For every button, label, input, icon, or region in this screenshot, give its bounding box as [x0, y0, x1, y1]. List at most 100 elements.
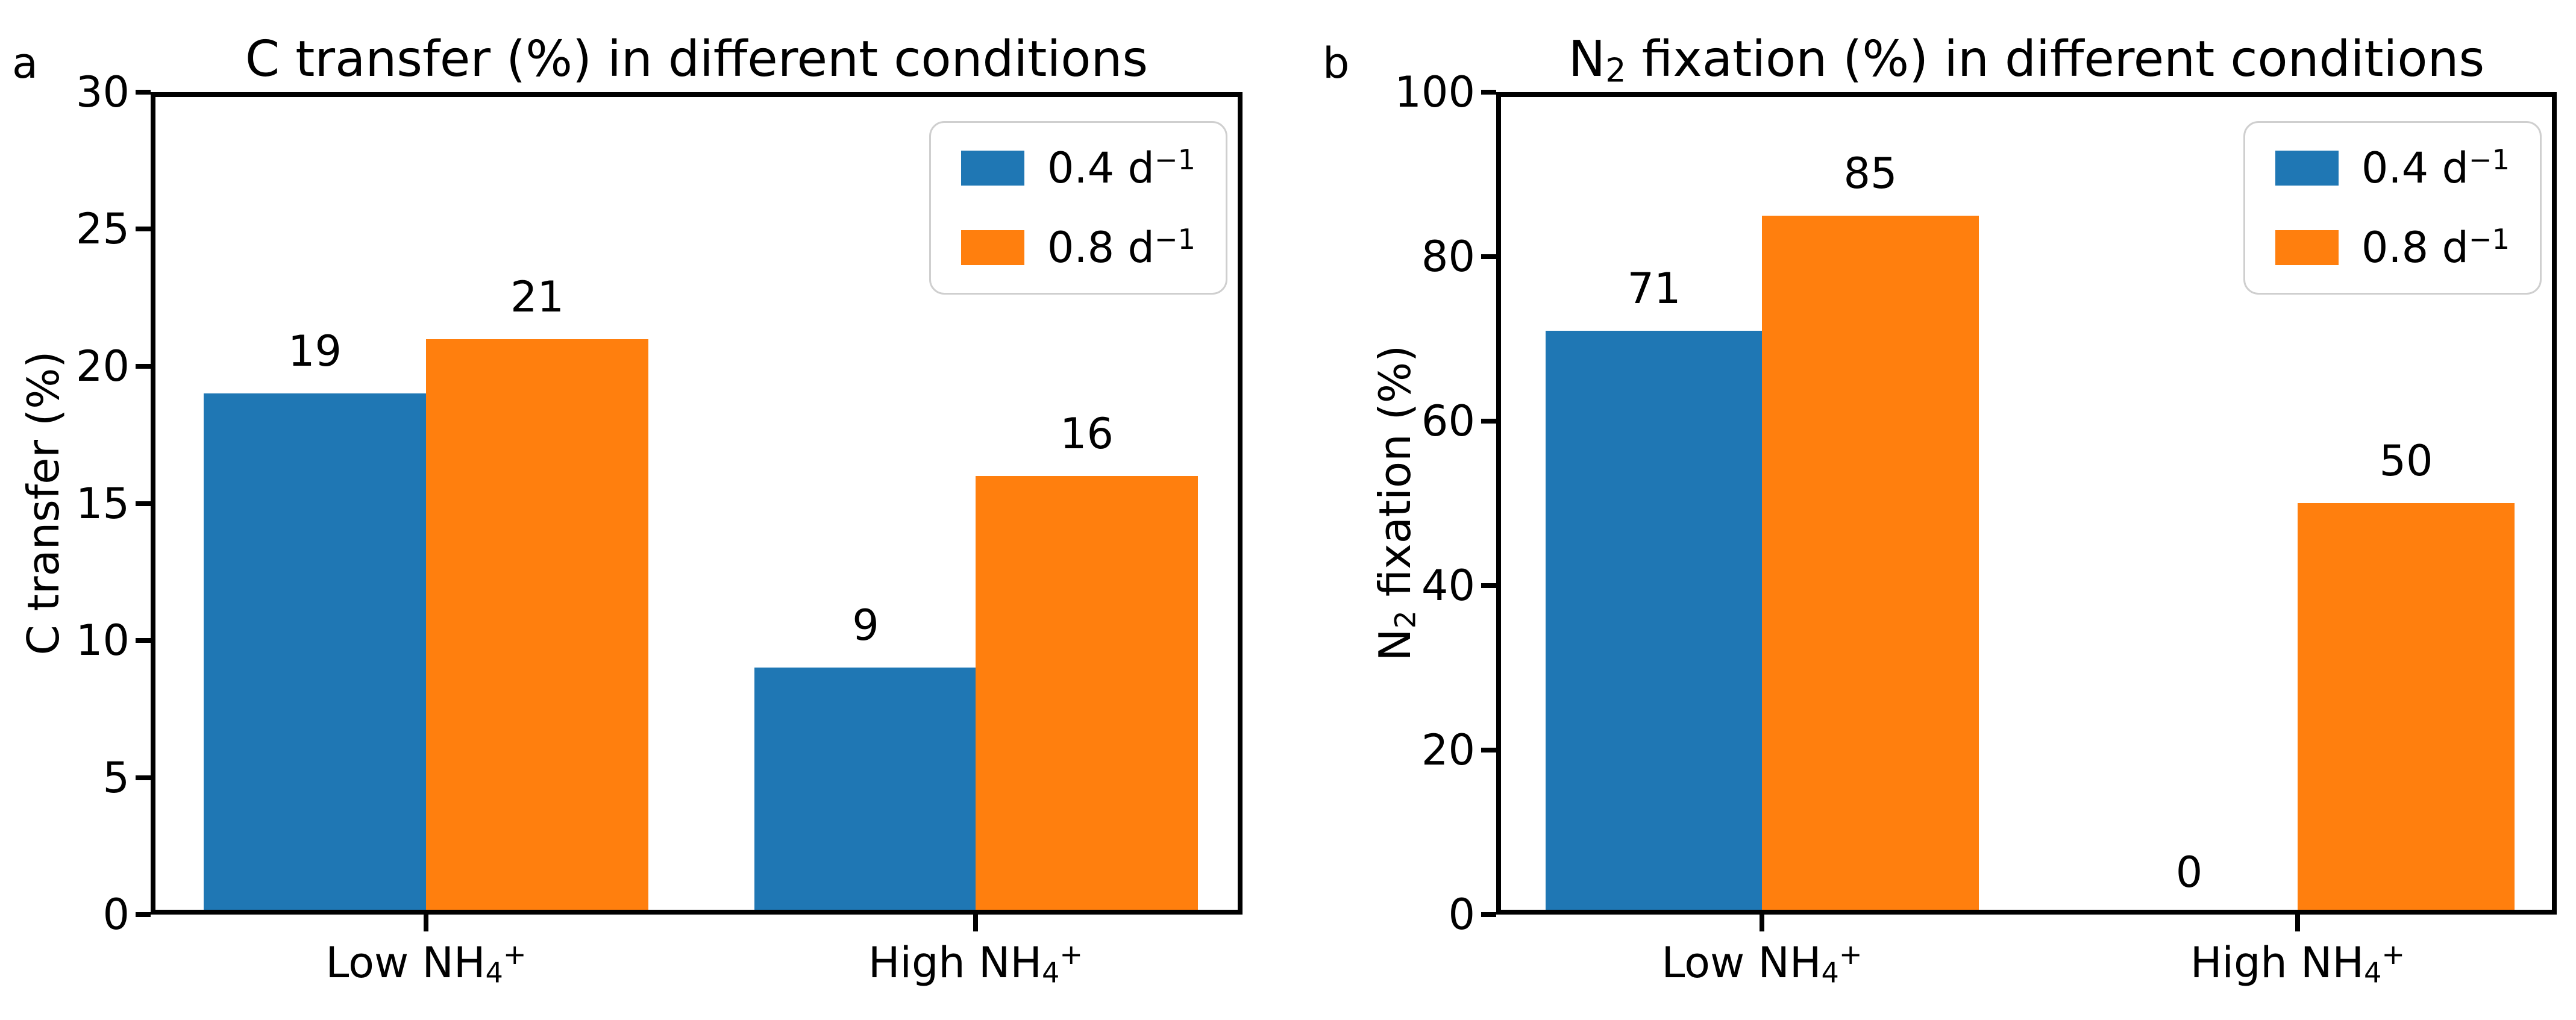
legend-label: 0.8 d−1 [1047, 225, 1196, 269]
x-tick [1760, 915, 1764, 931]
text-part: 2 [1389, 610, 1423, 629]
y-tick-label: 15 [75, 479, 130, 528]
x-tick [2295, 915, 2300, 931]
text-part: 2 [1605, 51, 1626, 90]
legend: 0.4 d−1 0.8 d−1 [929, 121, 1227, 295]
text-part: 4 [1042, 956, 1060, 989]
y-tick [1481, 90, 1496, 95]
legend-item: 0.8 d−1 [2275, 225, 2510, 269]
y-tick-label: 30 [75, 67, 130, 117]
chart-title-a: C transfer (%) in different conditions [245, 31, 1149, 88]
y-tick [136, 90, 151, 95]
x-tick-label-high-nh4: High NH4+ [868, 937, 1083, 989]
axes-spine-left [151, 92, 155, 915]
axes-spine-right [1238, 92, 1243, 915]
bar-value-high-nh4-08d: 50 [2379, 436, 2433, 486]
bar-value-low-nh4-04d: 71 [1627, 264, 1681, 313]
axes-spine-left [1496, 92, 1501, 915]
text-part: 4 [485, 956, 503, 989]
x-tick-label-low-nh4: Low NH4+ [1661, 937, 1863, 989]
y-tick-label: 40 [1421, 561, 1475, 610]
x-tick [424, 915, 428, 931]
y-tick [1481, 254, 1496, 259]
text-part: fixation (%) [1370, 345, 1420, 611]
bar-high-nh4-04d [754, 668, 977, 915]
text-part: fixation (%) in different conditions [1626, 31, 2485, 88]
text-part: N [1370, 628, 1420, 662]
y-tick-label: 0 [102, 890, 130, 939]
panel-letter-a: a [12, 39, 38, 88]
legend-label: 0.4 d−1 [1047, 146, 1196, 189]
y-tick [1481, 748, 1496, 752]
y-tick-label: 25 [75, 204, 130, 254]
bar-value-low-nh4-08d: 21 [510, 272, 565, 322]
text-part: 0.8 d [1047, 223, 1155, 272]
text-part: High NH [2190, 938, 2364, 987]
text-part: + [1838, 937, 1863, 971]
text-part: N [1568, 31, 1606, 88]
bar-value-high-nh4-04d: 9 [852, 601, 879, 650]
legend-item: 0.4 d−1 [2275, 146, 2510, 189]
bar-value-high-nh4-08d: 16 [1059, 409, 1114, 458]
axes-a: 19 9 21 16 0 5 10 15 20 25 30 Low NH4+ High NH4+ 0.4 … [76, 71, 1243, 986]
y-tick-label: 20 [1421, 725, 1475, 775]
y-tick-label: 20 [75, 342, 130, 391]
y-tick [136, 912, 151, 917]
text-part: + [2381, 937, 2405, 971]
legend-label: 0.8 d−1 [2361, 225, 2510, 269]
legend-swatch-04d [2275, 151, 2339, 186]
bar-low-nh4-04d [1546, 331, 1763, 915]
legend: 0.4 d−1 0.8 d−1 [2243, 121, 2542, 295]
chart-title-b: N2 fixation (%) in different conditions [1568, 31, 2485, 88]
bar-high-nh4-08d [976, 476, 1198, 915]
axes-spine-bottom [1496, 910, 2557, 915]
legend-swatch-04d [961, 151, 1024, 186]
text-part: Low NH [325, 938, 486, 987]
y-tick-label: 100 [1394, 67, 1475, 117]
text-part: −1 [1154, 222, 1196, 255]
x-tick [973, 915, 978, 931]
text-part: + [1059, 937, 1083, 971]
text-part: 0.4 d [1047, 143, 1155, 193]
y-tick-label: 5 [102, 753, 130, 803]
text-part: −1 [1154, 143, 1196, 176]
text-part: −1 [2468, 143, 2510, 176]
y-tick-label: 10 [75, 616, 130, 665]
y-tick [136, 638, 151, 643]
bar-value-high-nh4-04d: 0 [2175, 848, 2203, 897]
y-tick [1481, 419, 1496, 424]
x-tick-label-low-nh4: Low NH4+ [325, 937, 527, 989]
axes-b: 71 0 85 50 0 20 40 60 80 100 Low NH4+ High NH4+ 0.4 … [1394, 71, 2557, 986]
legend-label: 0.4 d−1 [2361, 146, 2510, 189]
text-part: 4 [1821, 956, 1839, 989]
axes-spine-right [2552, 92, 2557, 915]
y-tick-label: 80 [1421, 232, 1475, 281]
text-part: −1 [2468, 222, 2510, 255]
x-tick-label-high-nh4: High NH4+ [2190, 937, 2405, 989]
y-axis-label-b: N2 fixation (%) [1370, 345, 1423, 662]
y-tick [1481, 583, 1496, 588]
axes-spine-top [151, 92, 1243, 97]
panel-letter-b: b [1323, 39, 1350, 88]
bar-high-nh4-08d [2298, 503, 2515, 915]
text-part: 0.4 d [2361, 143, 2469, 193]
legend-swatch-08d [2275, 230, 2339, 265]
text-part: + [503, 937, 527, 971]
legend-item: 0.4 d−1 [961, 146, 1196, 189]
y-tick-label: 60 [1421, 396, 1475, 446]
legend-swatch-08d [961, 230, 1024, 265]
y-tick [136, 227, 151, 231]
y-tick [1481, 912, 1496, 917]
bar-low-nh4-08d [1762, 216, 1979, 915]
axes-spine-bottom [151, 910, 1243, 915]
axes-spine-top [1496, 92, 2557, 97]
text-part: 0.8 d [2361, 223, 2469, 272]
bar-value-low-nh4-08d: 85 [1843, 149, 1898, 198]
bar-low-nh4-08d [426, 339, 648, 915]
text-part: 4 [2364, 956, 2382, 989]
legend-item: 0.8 d−1 [961, 225, 1196, 269]
text-part: C transfer (%) in different conditions [245, 31, 1149, 88]
